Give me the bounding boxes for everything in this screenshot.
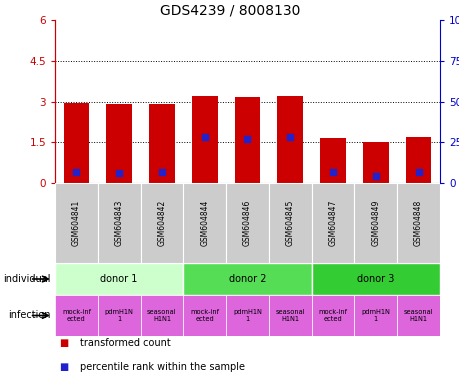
Bar (354, 295, 397, 336)
Bar (319, 138, 345, 183)
Bar (354, 183, 397, 263)
Bar (55, 183, 98, 263)
Text: percentile rank within the sample: percentile rank within the sample (80, 362, 245, 372)
Text: GSM604847: GSM604847 (328, 200, 337, 246)
Text: seasonal
H1N1: seasonal H1N1 (147, 309, 176, 322)
Bar (98, 295, 140, 336)
Bar (183, 295, 226, 336)
Bar (183, 263, 311, 295)
Bar (405, 137, 431, 183)
Bar (55, 263, 183, 295)
Bar (191, 96, 217, 183)
Bar (63, 103, 89, 183)
Text: pdmH1N
1: pdmH1N 1 (105, 309, 133, 322)
Bar (140, 295, 183, 336)
Text: transformed count: transformed count (80, 338, 171, 348)
Bar (277, 96, 302, 183)
Bar (362, 142, 388, 183)
Text: GSM604849: GSM604849 (370, 200, 380, 246)
Bar (149, 104, 174, 183)
Text: seasonal
H1N1: seasonal H1N1 (403, 309, 432, 322)
Bar (183, 183, 226, 263)
Bar (226, 183, 269, 263)
Text: GSM604842: GSM604842 (157, 200, 166, 246)
Bar (311, 263, 439, 295)
Bar (311, 183, 354, 263)
Bar (397, 183, 439, 263)
Text: donor 2: donor 2 (228, 274, 266, 284)
Bar (226, 295, 269, 336)
Text: pdmH1N
1: pdmH1N 1 (361, 309, 389, 322)
Bar (98, 183, 140, 263)
Text: GSM604841: GSM604841 (72, 200, 81, 246)
Text: individual: individual (3, 274, 50, 284)
Text: GSM604844: GSM604844 (200, 200, 209, 246)
Text: donor 3: donor 3 (356, 274, 394, 284)
Text: mock-inf
ected: mock-inf ected (190, 309, 219, 322)
Bar (311, 295, 354, 336)
Text: ■: ■ (60, 362, 69, 372)
Bar (55, 295, 98, 336)
Bar (140, 183, 183, 263)
Text: GDS4239 / 8008130: GDS4239 / 8008130 (159, 4, 300, 18)
Text: mock-inf
ected: mock-inf ected (62, 309, 91, 322)
Text: GSM604846: GSM604846 (242, 200, 252, 246)
Text: GSM604843: GSM604843 (114, 200, 123, 246)
Text: seasonal
H1N1: seasonal H1N1 (275, 309, 304, 322)
Text: infection: infection (8, 311, 50, 321)
Text: mock-inf
ected: mock-inf ected (318, 309, 347, 322)
Bar (397, 295, 439, 336)
Bar (106, 104, 132, 183)
Text: ■: ■ (60, 338, 69, 348)
Bar (269, 183, 311, 263)
Text: donor 1: donor 1 (100, 274, 138, 284)
Bar (234, 98, 260, 183)
Text: GSM604845: GSM604845 (285, 200, 294, 246)
Text: GSM604848: GSM604848 (413, 200, 422, 246)
Bar (269, 295, 311, 336)
Text: pdmH1N
1: pdmH1N 1 (233, 309, 261, 322)
